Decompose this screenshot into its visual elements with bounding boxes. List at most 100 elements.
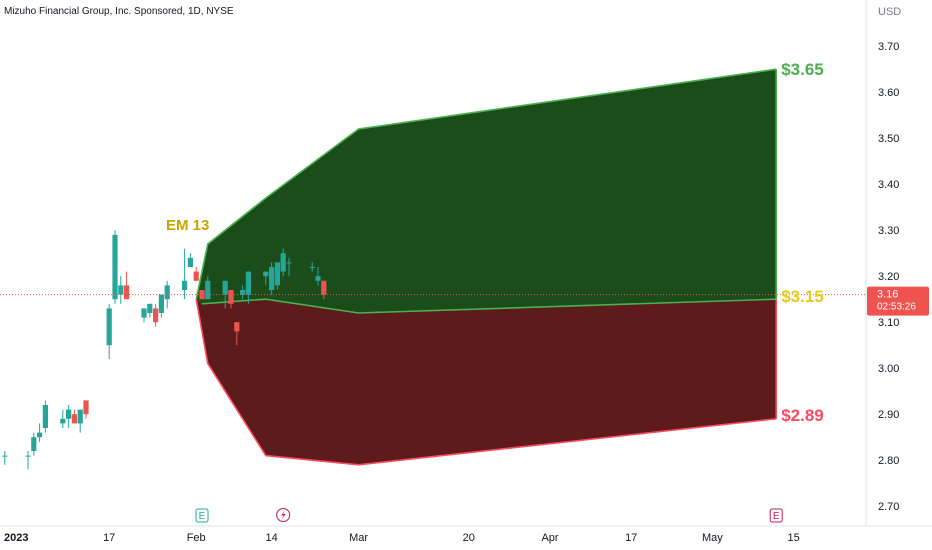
lightning-icon <box>281 510 286 520</box>
candle <box>205 276 211 300</box>
candle-body <box>280 253 286 272</box>
x-tick-label: 2023 <box>4 532 28 544</box>
candle-body <box>37 432 43 438</box>
upper-move-zone <box>196 69 777 313</box>
candle-body <box>269 267 275 290</box>
candle-body <box>274 262 280 286</box>
candle-body <box>263 271 269 277</box>
candle <box>193 267 199 281</box>
earnings-letter: E <box>773 511 780 522</box>
candle-body <box>153 308 159 323</box>
last-price-tag: 3.16 02:53:26 <box>867 286 929 316</box>
y-tick-label: 3.00 <box>878 363 899 375</box>
candle-body <box>83 400 89 415</box>
em-label: EM 13 <box>166 217 209 234</box>
candle <box>153 303 159 327</box>
y-tick-label: 3.70 <box>878 41 899 53</box>
candle-body <box>2 455 8 457</box>
candle-body <box>25 455 31 457</box>
candle-body <box>240 290 246 295</box>
candle <box>2 451 8 465</box>
candle <box>60 409 66 428</box>
earnings-marker: E <box>195 508 209 523</box>
candle-body <box>315 276 321 281</box>
candle <box>66 405 72 428</box>
candle-body <box>31 437 37 451</box>
candle-body <box>309 267 315 268</box>
candle-body <box>106 308 112 346</box>
candle-body <box>245 271 251 295</box>
candle-body <box>66 409 72 419</box>
candle <box>309 262 315 272</box>
x-tick-label: Feb <box>187 532 206 544</box>
x-tick-label: 15 <box>787 532 799 544</box>
x-tick-label: Apr <box>541 532 558 544</box>
y-tick-label: 3.50 <box>878 133 899 145</box>
x-tick-label: 17 <box>103 532 115 544</box>
candle-body <box>147 303 153 313</box>
x-tick-label: May <box>702 532 723 544</box>
candle <box>83 400 89 419</box>
x-tick-label: Mar <box>349 532 368 544</box>
candle <box>164 280 170 309</box>
y-tick-label: 3.60 <box>878 87 899 99</box>
candle-body <box>234 322 240 332</box>
candle-body <box>60 418 66 424</box>
candle <box>234 322 240 346</box>
candle-body <box>118 285 124 295</box>
candle-body <box>164 285 170 300</box>
y-tick-label: 3.10 <box>878 317 899 329</box>
candle <box>286 257 292 277</box>
candle-body <box>77 409 83 424</box>
mid-line <box>201 298 777 314</box>
y-tick-label: 3.20 <box>878 271 899 283</box>
upper-target-label: $3.65 <box>781 60 824 79</box>
y-tick-label: 3.40 <box>878 179 899 191</box>
candle-body <box>222 280 228 295</box>
candle <box>274 262 280 290</box>
x-tick-label: 20 <box>463 532 475 544</box>
candle <box>106 303 112 359</box>
candle-body <box>321 280 327 295</box>
countdown-timer: 02:53:26 <box>877 302 916 313</box>
y-tick-label: 2.90 <box>878 409 899 421</box>
x-tick-label: 14 <box>265 532 277 544</box>
candle <box>182 248 188 300</box>
mid-target-label: $3.15 <box>781 287 824 306</box>
candle-body <box>124 285 130 300</box>
chart-title: Mizuho Financial Group, Inc. Sponsored, … <box>4 6 234 17</box>
last-price-value: 3.16 <box>877 289 898 301</box>
candle-body <box>42 405 48 428</box>
candle <box>187 253 193 267</box>
y-tick-label: 2.80 <box>878 455 899 467</box>
earnings-badge <box>769 508 783 523</box>
candle <box>118 276 124 304</box>
x-tick-label: 17 <box>625 532 637 544</box>
candle <box>245 271 251 304</box>
candle-body <box>158 294 164 313</box>
candle-body <box>193 271 199 281</box>
candle <box>147 303 153 318</box>
candle <box>141 308 147 323</box>
price-axis-unit: USD <box>878 6 901 18</box>
candle <box>158 294 164 318</box>
lower-edge-line <box>195 299 777 466</box>
candle <box>71 409 77 424</box>
candle <box>321 280 327 300</box>
candle <box>240 285 246 300</box>
earnings-marker: E <box>769 508 783 523</box>
candle <box>25 451 31 470</box>
candle-body <box>205 280 211 300</box>
split-marker <box>276 508 291 522</box>
lower-target-label: $2.89 <box>781 406 824 425</box>
candle <box>112 230 118 304</box>
candle <box>228 290 234 309</box>
candle <box>37 423 43 442</box>
candle-body <box>71 414 77 424</box>
earnings-badge <box>195 508 209 523</box>
upper-edge-line <box>195 68 777 300</box>
candle <box>280 248 286 277</box>
candle <box>77 409 83 433</box>
